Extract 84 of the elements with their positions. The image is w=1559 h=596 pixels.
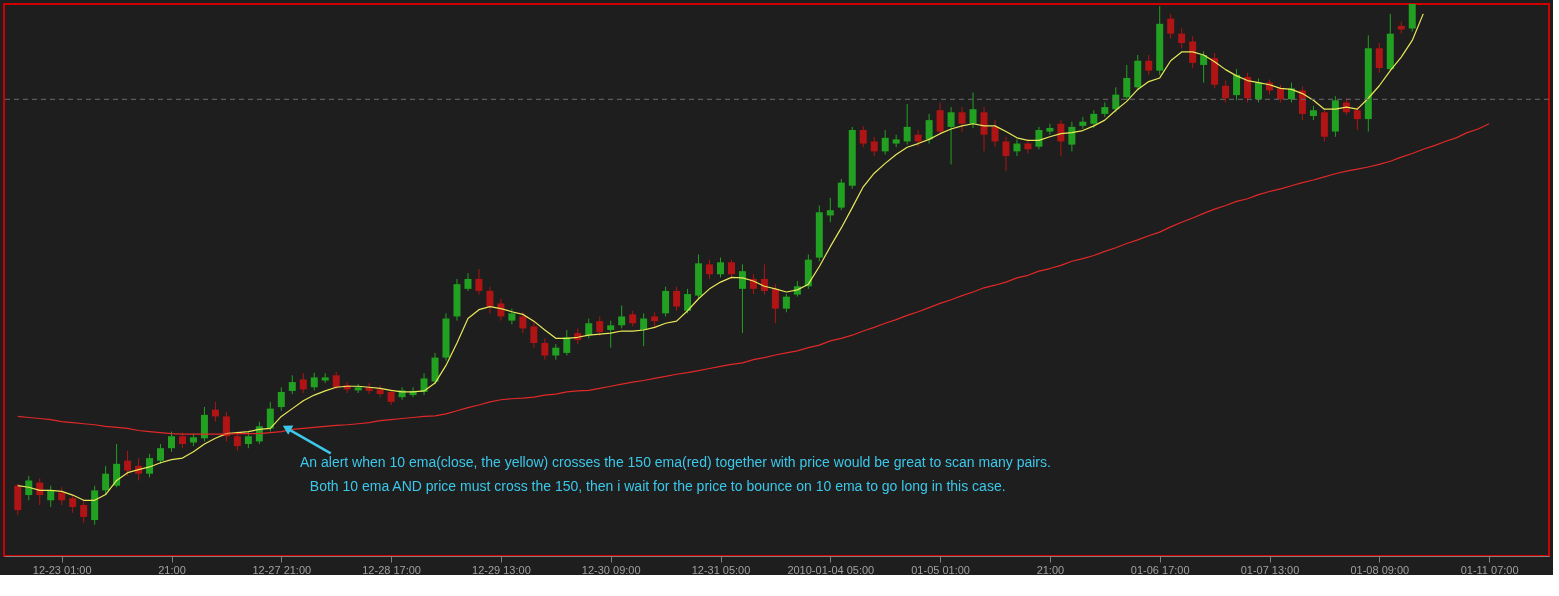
candlestick	[662, 286, 670, 317]
candlestick	[1353, 105, 1361, 131]
candlestick	[1068, 121, 1076, 152]
candlestick	[607, 320, 615, 349]
candlestick	[596, 315, 604, 337]
candlestick	[640, 312, 648, 347]
candlestick	[277, 386, 285, 412]
candlestick	[706, 259, 714, 280]
x-tick-label: 12-31 05:00	[691, 563, 751, 576]
candlestick	[859, 125, 867, 148]
candlestick	[563, 329, 571, 357]
x-tick-label: 12-27 21:00	[252, 563, 312, 576]
candlestick	[1145, 54, 1153, 76]
candlestick	[717, 257, 724, 278]
candlestick	[486, 286, 494, 314]
x-tick-label: 01-06 17:00	[1130, 563, 1190, 576]
candlestick	[102, 465, 110, 496]
candlestick	[1057, 119, 1065, 157]
candlestick	[618, 305, 626, 329]
candlestick	[541, 337, 549, 361]
candlestick	[1255, 77, 1263, 103]
candlestick	[299, 372, 307, 394]
candlestick	[782, 293, 790, 313]
candlestick	[1123, 64, 1131, 101]
candlestick	[903, 103, 911, 146]
x-tick-label: 12-28 17:00	[362, 563, 421, 576]
candlestick	[1222, 80, 1230, 103]
x-tick-label: 21:00	[1036, 563, 1065, 576]
candlestick	[1178, 27, 1186, 49]
x-tick-label: 01-08 09:00	[1350, 563, 1410, 576]
candlestick	[530, 320, 538, 349]
candlestick	[497, 298, 505, 322]
candlestick	[947, 106, 955, 165]
candlestick	[1233, 68, 1241, 101]
x-tick-label: 12-30 09:00	[581, 563, 641, 576]
x-tick-label: 01-11 07:00	[1460, 563, 1519, 576]
candlestick	[1046, 123, 1054, 136]
candlestick	[673, 286, 681, 312]
candlestick	[1244, 72, 1252, 103]
candlestick	[991, 119, 999, 148]
candlestick	[80, 499, 88, 524]
candlestick	[826, 197, 834, 223]
annotation: Both 10 ema AND price must cross the 150, then i wait for the price to bounce on 10 ema to go long in this case.	[309, 478, 1006, 495]
candlestick	[113, 443, 121, 488]
candlestick	[958, 106, 966, 133]
candlestick	[168, 431, 175, 453]
candlestick	[980, 106, 988, 152]
candlestick	[157, 443, 165, 465]
x-tick-label: 01-05 01:00	[911, 563, 970, 576]
candlestick	[969, 92, 977, 129]
candlestick	[475, 268, 483, 296]
candlestick	[1189, 35, 1197, 69]
candlestick	[881, 129, 889, 155]
candlestick	[25, 475, 33, 501]
annotation: An alert when 10 ema(close, the yellow) crosses the 150 ema(red) together with price would be great to scan many pairs.	[299, 454, 1051, 471]
candlestick	[925, 113, 933, 145]
candlestick	[146, 453, 154, 478]
candlestick	[376, 384, 384, 398]
candlestick	[1167, 13, 1175, 39]
candlestick	[1375, 42, 1383, 74]
x-tick-label: 2010-01-04 05:00	[787, 563, 875, 576]
candlestick	[727, 259, 735, 280]
candlestick	[1200, 50, 1208, 84]
candlestick	[222, 411, 230, 442]
candlestick	[870, 136, 878, 157]
x-tick-label: 12-23 01:00	[32, 563, 92, 576]
candlestick	[124, 450, 132, 477]
candlestick	[266, 401, 274, 433]
candlestick	[684, 288, 692, 314]
candlestick	[420, 372, 428, 396]
candlestick	[519, 311, 527, 334]
x-tick-label: 01-07 13:00	[1240, 563, 1300, 576]
candlestick	[288, 374, 296, 395]
x-tick-label: 21:00	[158, 563, 186, 576]
candlestick	[738, 263, 746, 334]
candlestick	[771, 283, 779, 324]
candlestick	[1298, 85, 1306, 121]
candlestick	[1002, 136, 1010, 172]
x-tick-label: 12-29 13:00	[472, 563, 531, 576]
candlestick	[585, 318, 593, 339]
candlestick	[47, 485, 55, 508]
candlestick	[200, 406, 208, 442]
candlestick	[431, 352, 439, 385]
candlestick	[936, 101, 944, 136]
